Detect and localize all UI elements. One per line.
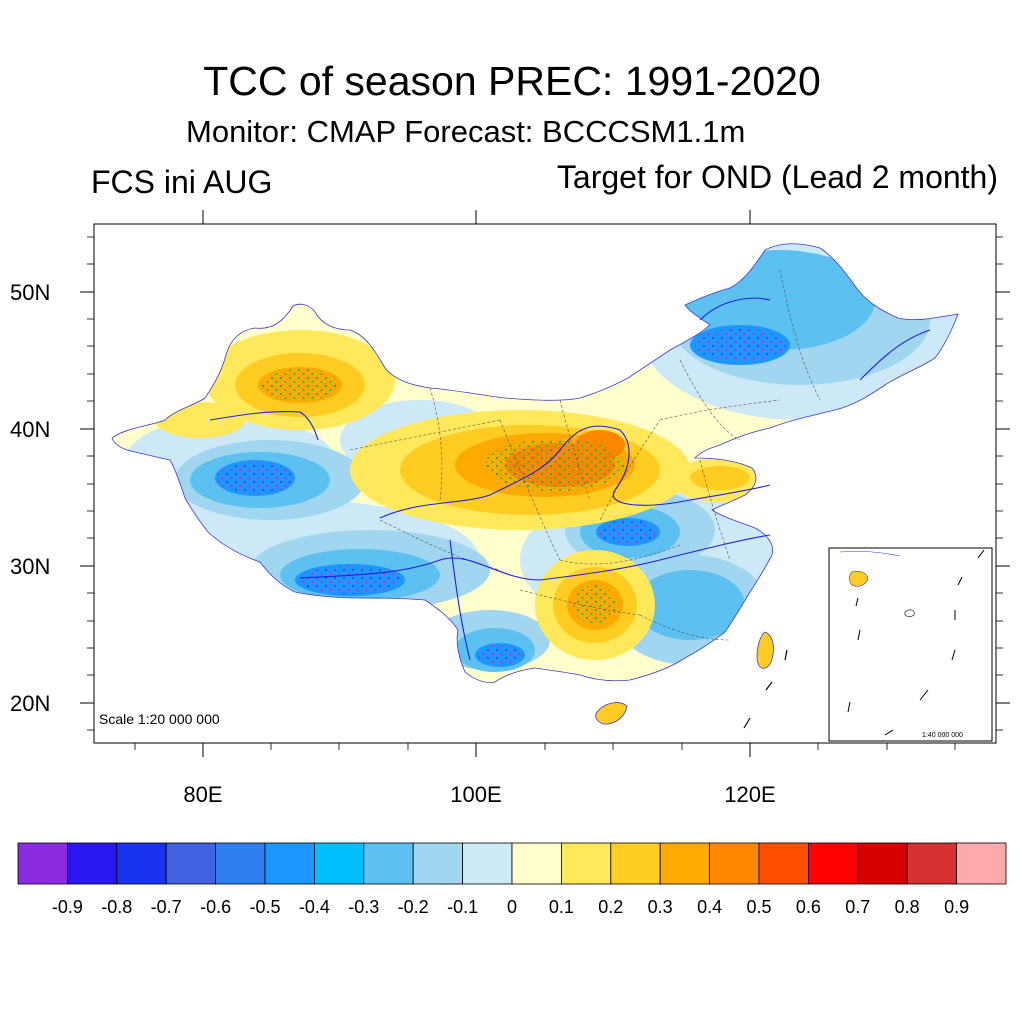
colorbar-box: [17, 842, 68, 885]
colorbar-box: [116, 842, 167, 885]
colorbar-box: [363, 842, 414, 885]
lat-label-40n: 40N: [10, 417, 51, 442]
axis-minor-ticks: [87, 236, 1003, 750]
colorbar-box: [264, 842, 315, 885]
colorbar-box: [659, 842, 711, 885]
colorbar-tick-label: 0.4: [697, 897, 723, 917]
colorbar-box: [709, 842, 760, 885]
scale-inset-label: 1:40 000 000: [922, 732, 963, 739]
colorbar-tick-label: 0.9: [944, 897, 970, 917]
country-outline: [111, 243, 959, 683]
axis-ticks: [80, 210, 1010, 757]
map-subtitle: Monitor: CMAP Forecast: BCCCSM1.1m: [186, 114, 746, 149]
right-label: Target for OND (Lead 2 month): [556, 159, 998, 195]
colorbar-tick-label: 0.6: [795, 897, 821, 917]
lat-label-20n: 20N: [10, 691, 51, 716]
lon-label-100e: 100E: [450, 782, 502, 807]
colorbar-box: [215, 842, 266, 885]
hainan-island: [595, 702, 628, 725]
colorbar-tick-label: 0.1: [548, 897, 574, 917]
colorbar-tick-label: 0.3: [647, 897, 673, 917]
colorbar-tick-label: -0.2: [397, 897, 429, 917]
colorbar-box: [808, 842, 859, 885]
map-title: TCC of season PREC: 1991-2020: [203, 58, 821, 104]
south-china-sea-inset: [828, 547, 993, 742]
colorbar-box: [906, 842, 958, 885]
lat-label-30n: 30N: [10, 554, 51, 579]
left-label: FCS ini AUG: [91, 164, 273, 200]
colorbar-tick-label: -0.6: [200, 897, 232, 917]
colorbar-tick-label: -0.5: [249, 897, 281, 917]
colorbar-tick-label: -0.8: [101, 897, 133, 917]
colorbar-tick-label: 0.7: [845, 897, 871, 917]
colorbar-box: [857, 842, 908, 885]
colorbar-tick-label: -0.9: [51, 897, 83, 917]
taiwan-island: [756, 631, 774, 669]
colorbar-tick-label: -0.1: [447, 897, 479, 917]
colorbar-box: [313, 842, 365, 885]
colorbar-box: [610, 842, 661, 885]
colorbar-tick-label: -0.4: [298, 897, 330, 917]
colorbar-box: [511, 842, 562, 885]
colorbar-box: [462, 842, 513, 885]
colorbar-tick-label: 0.5: [746, 897, 772, 917]
colorbar-box: [412, 842, 464, 885]
colorbar-tick-label: 0.2: [598, 897, 624, 917]
lat-label-50n: 50N: [10, 280, 51, 305]
colorbar-tick-label: 0.8: [894, 897, 920, 917]
colorbar-box: [67, 842, 118, 885]
colorbar-tick-label: 0: [506, 897, 517, 917]
colorbar-box: [956, 842, 1007, 885]
dash-line-marks: [743, 649, 788, 729]
rivers: [209, 297, 931, 661]
colorbar-tick-label: -0.3: [348, 897, 380, 917]
colorbar-box: [165, 842, 216, 885]
colorbar: [17, 842, 1007, 885]
colorbar-box: [561, 842, 612, 885]
colorbar-tick-label: -0.7: [150, 897, 182, 917]
lon-label-80e: 80E: [183, 782, 223, 807]
colorbar-box: [758, 842, 809, 885]
scale-main-label: Scale 1:20 000 000: [99, 711, 220, 727]
lon-label-120e: 120E: [724, 782, 776, 807]
